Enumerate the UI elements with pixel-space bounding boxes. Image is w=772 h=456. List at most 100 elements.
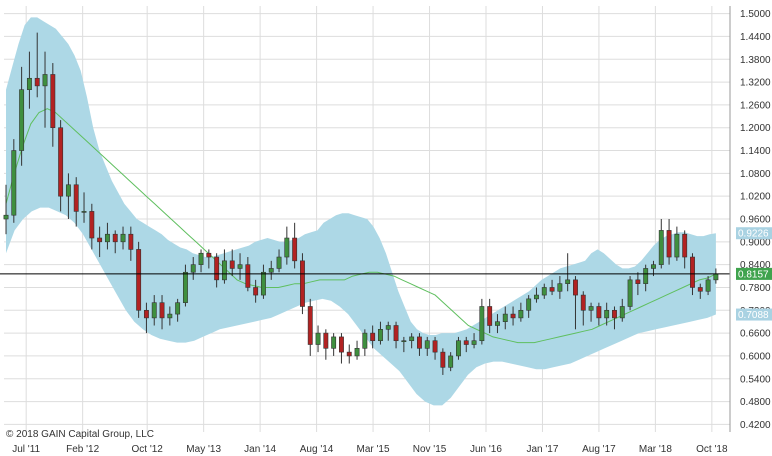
x-tick-label: Jun '16 (470, 444, 502, 455)
candle-up (541, 287, 547, 296)
candle-down (89, 211, 95, 239)
candle-up (354, 348, 360, 357)
y-tick-label: 1.3200 (740, 78, 771, 89)
candle-down (299, 260, 305, 307)
x-tick-label: May '13 (186, 444, 221, 455)
candle-down (128, 233, 134, 250)
candle-up (284, 237, 290, 258)
candle-down (440, 351, 446, 368)
y-tick-label: 1.4400 (740, 32, 771, 43)
y-tick-label: 1.0800 (740, 169, 771, 180)
y-tick-label: 0.5400 (740, 374, 771, 385)
candle-down (487, 306, 493, 326)
candle-up (237, 264, 243, 269)
copyright-text: © 2018 GAIN Capital Group, LLC (6, 429, 154, 440)
x-tick-label: Mar '15 (357, 444, 390, 455)
y-tick-label: 0.4200 (740, 420, 771, 431)
candle-down (573, 279, 578, 296)
lower-band-price-tag-bg (736, 308, 772, 321)
y-tick-label: 0.9600 (740, 215, 771, 226)
candle-up (26, 77, 32, 90)
lower-band-price-tag-text: 0.7088 (738, 310, 769, 321)
candle-up (604, 309, 610, 319)
candle-up (260, 271, 266, 296)
candle-up (643, 268, 649, 284)
candle-down (463, 340, 469, 345)
current-price-tag: 0.8157 (736, 267, 772, 280)
candle-down (690, 256, 695, 288)
candle-up (565, 279, 571, 284)
candle-up (182, 271, 188, 303)
candle-up (674, 233, 680, 258)
candle-down (697, 287, 703, 292)
candle-up (479, 306, 485, 342)
candle-down (510, 313, 516, 319)
current-price-tag-text: 0.8157 (738, 269, 769, 280)
candle-down (292, 237, 298, 262)
axis-layer: 0.42000.48000.54000.60000.66000.72000.78… (12, 6, 771, 455)
candle-down (596, 306, 602, 319)
candle-down (682, 233, 688, 258)
x-tick-label: Jan '14 (244, 444, 276, 455)
x-tick-label: Mar '18 (639, 444, 672, 455)
x-tick-label: Aug '17 (582, 444, 616, 455)
lower-band-price-tag: 0.7088 (736, 308, 772, 321)
candle-up (401, 340, 407, 343)
y-tick-label: 0.4800 (740, 397, 771, 408)
candle-up (518, 309, 524, 319)
candle-up (276, 256, 282, 269)
candle-up (315, 332, 321, 345)
x-tick-label: Jan '17 (526, 444, 558, 455)
candle-up (713, 273, 719, 281)
candle-down (370, 332, 376, 342)
candle-up (588, 306, 594, 311)
candle-down (417, 336, 422, 349)
candle-down (666, 230, 672, 258)
candle-up (502, 313, 508, 322)
candle-up (557, 283, 563, 292)
candle-up (471, 340, 477, 345)
candle-up (651, 264, 656, 269)
candle-down (73, 184, 79, 212)
bollinger-band-area (6, 17, 716, 406)
candle-up (534, 294, 539, 300)
upper-band-price-tag: 0.9226 (736, 227, 772, 240)
candle-down (432, 340, 438, 353)
candle-up (198, 252, 204, 265)
y-tick-label: 1.0200 (740, 192, 771, 203)
candle-down (229, 260, 235, 269)
upper-band-price-tag-text: 0.9226 (738, 229, 769, 240)
candle-down (34, 77, 40, 87)
candle-up (385, 325, 391, 330)
candle-down (393, 325, 399, 342)
candle-down (97, 237, 103, 243)
candle-down (612, 309, 617, 319)
candle-up (268, 268, 274, 273)
candle-up (42, 74, 48, 87)
candle-down (346, 351, 352, 357)
y-tick-label: 1.1400 (740, 146, 771, 157)
candle-down (159, 302, 165, 319)
candle-up (190, 264, 196, 273)
grid-layer (4, 6, 730, 432)
current-price-tag-bg (736, 267, 772, 280)
candle-up (526, 298, 532, 311)
y-tick-label: 0.9000 (740, 237, 771, 248)
candle-down (253, 287, 259, 296)
candle-up (19, 89, 25, 151)
candle-up (175, 302, 181, 315)
candle-down (50, 74, 56, 129)
upper-band-price-tag-bg (736, 227, 772, 240)
x-tick-label: Feb '12 (66, 444, 99, 455)
y-tick-label: 0.7800 (740, 283, 771, 294)
y-tick-label: 1.3800 (740, 55, 771, 66)
candle-down (245, 264, 251, 288)
price-tag-layer: 0.9226 0.7088 0.8157 (736, 227, 772, 321)
y-tick-label: 0.8400 (740, 260, 771, 271)
y-tick-label: 1.2600 (740, 100, 771, 111)
candle-up (65, 184, 71, 197)
y-tick-label: 0.6000 (740, 351, 771, 362)
candle-down (307, 306, 313, 345)
candle-up (151, 302, 157, 319)
